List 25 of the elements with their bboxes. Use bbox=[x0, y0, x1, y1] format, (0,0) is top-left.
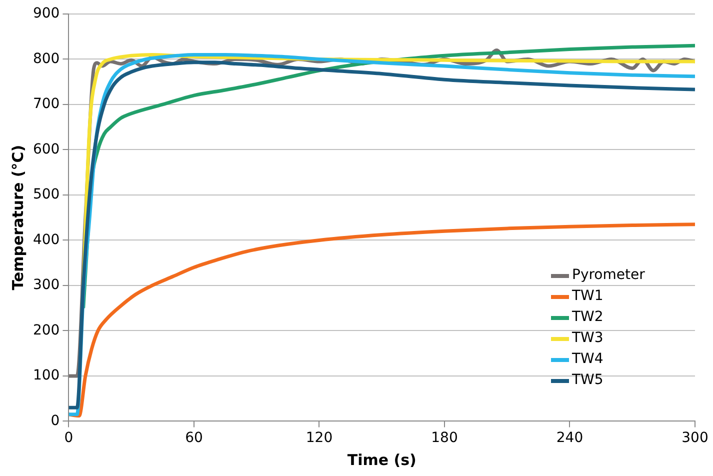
x-tick-label: 300 bbox=[682, 430, 708, 446]
legend-label: Pyrometer bbox=[572, 266, 645, 286]
x-tick-label: 120 bbox=[306, 430, 333, 446]
y-tick-label: 600 bbox=[32, 141, 60, 158]
y-tick-label: 400 bbox=[32, 232, 60, 248]
y-tick-label: 0 bbox=[50, 412, 60, 429]
line-series bbox=[68, 222, 695, 418]
legend-label: TW3 bbox=[572, 329, 604, 348]
y-tick-label: 100 bbox=[32, 368, 60, 384]
legend-label: TW4 bbox=[572, 350, 604, 370]
y-tick-label: 500 bbox=[32, 186, 60, 203]
y-tick-label: 800 bbox=[32, 50, 60, 67]
legend-label: TW2 bbox=[572, 308, 604, 328]
y-tick-label: 700 bbox=[32, 96, 60, 112]
x-tick-label: 180 bbox=[431, 430, 458, 446]
y-axis-title: Temperature (°C) bbox=[8, 144, 27, 290]
x-axis-title: Time (s) bbox=[347, 450, 416, 469]
y-tick-label: 200 bbox=[32, 322, 60, 338]
x-tick-label: 60 bbox=[185, 430, 203, 446]
legend-label: TW5 bbox=[572, 371, 604, 390]
legend-label: TW1 bbox=[572, 287, 604, 306]
y-tick-label: 900 bbox=[32, 6, 60, 22]
x-tick-label: 240 bbox=[556, 430, 584, 446]
y-tick-label: 300 bbox=[32, 277, 60, 294]
x-tick-label: 0 bbox=[64, 430, 74, 446]
